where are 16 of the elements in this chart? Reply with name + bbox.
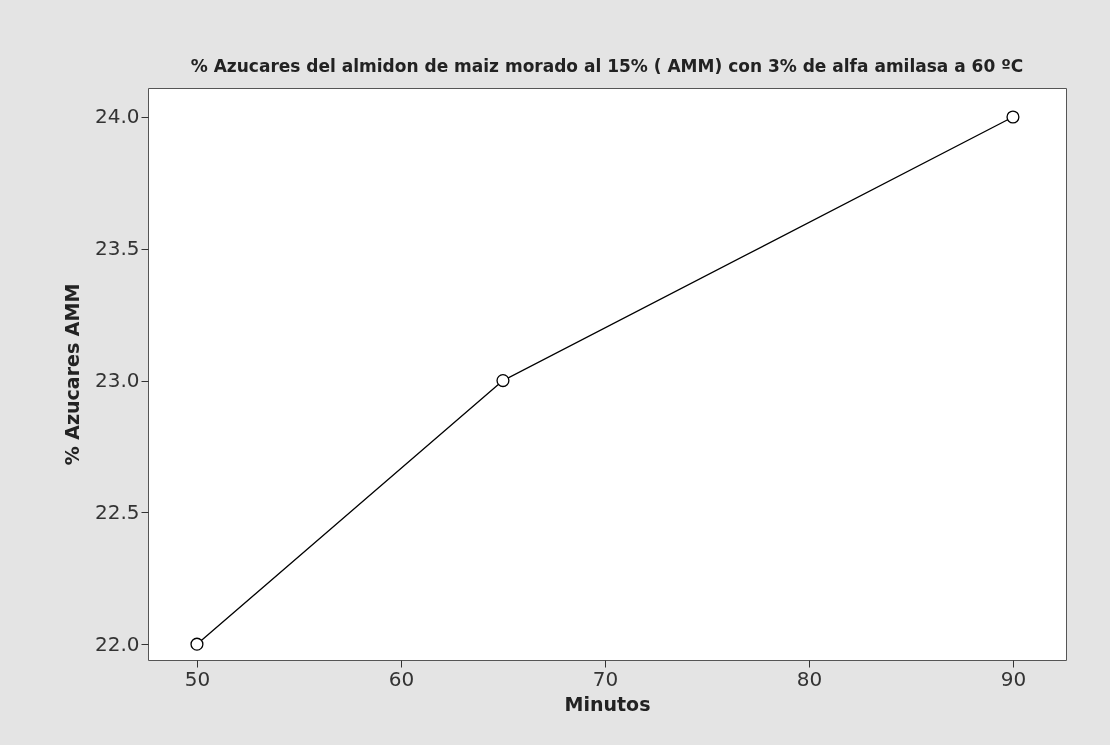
x-axis-title: Minutos [564,692,651,715]
point [190,637,204,651]
chart-title: % Azucares del almidon de maiz morado al 15% ( AMM) con 3% de alfa amilasa a 60 ºC [190,56,1024,76]
y-tick-label: 24.0 [94,104,140,129]
x-tick-label: 50 [184,666,211,691]
x-tick-label: 90 [1000,666,1027,691]
y-tick-label: 23.0 [94,368,140,393]
point [1006,110,1020,124]
y-axis-title: % Azucares AMM [60,283,83,466]
y-tick-label: 22.0 [94,631,140,656]
x-tick-label: 60 [388,666,415,691]
point [496,374,510,388]
x-tick-label: 80 [796,666,823,691]
y-tick-label: 23.5 [94,236,140,261]
y-tick-label: 22.5 [94,499,140,524]
x-tick-label: 70 [592,666,619,691]
